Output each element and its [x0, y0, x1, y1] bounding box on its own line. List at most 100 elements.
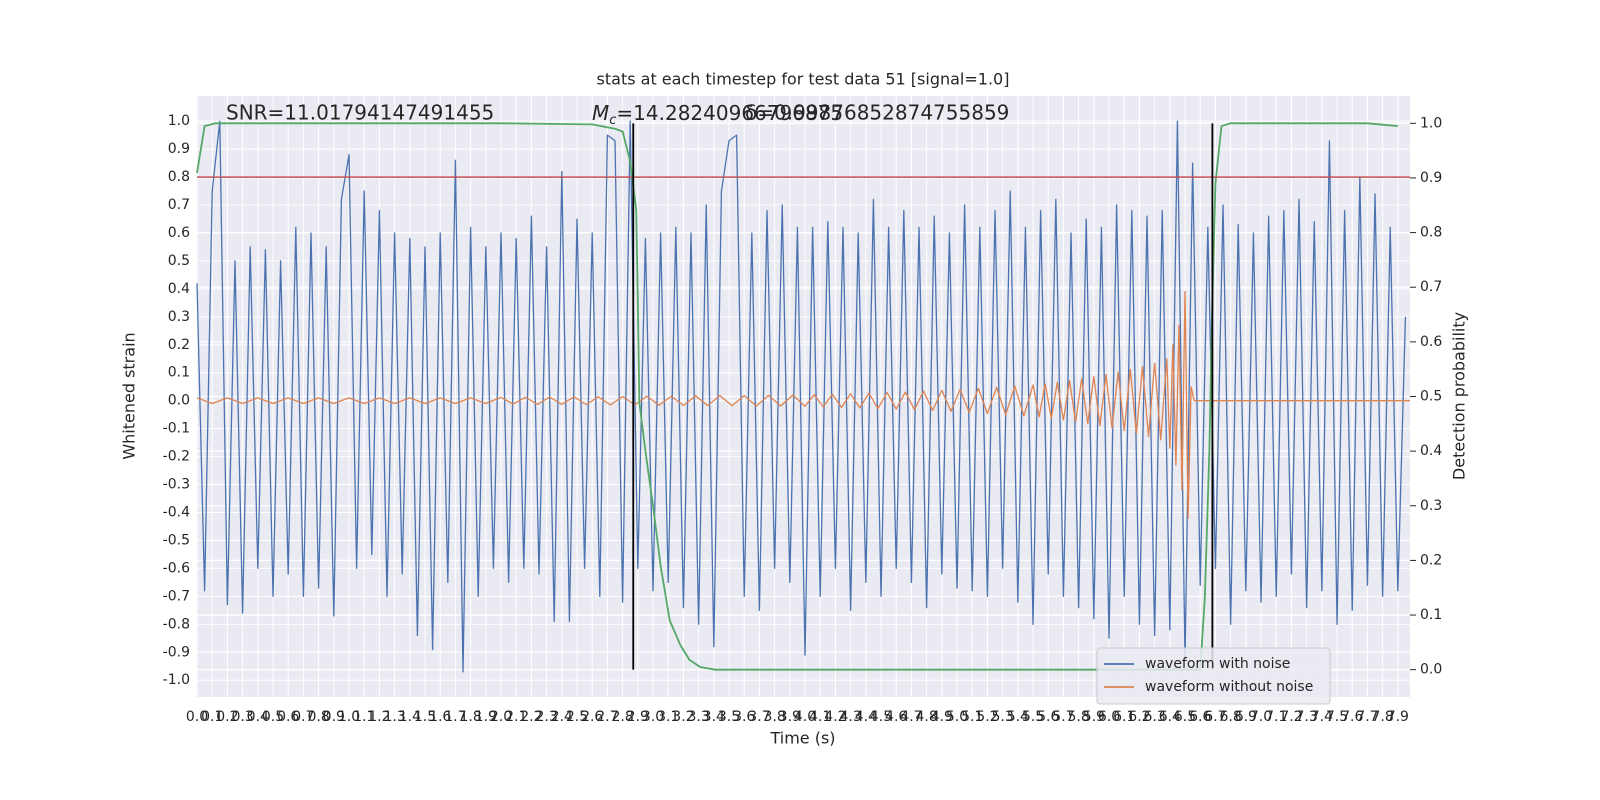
- legend-box: [1096, 647, 1331, 705]
- x-tick-label: 1.6: [429, 709, 451, 725]
- x-tick-label: 2.4: [551, 709, 573, 725]
- x-tick-label: 0.8: [307, 709, 329, 725]
- marks: [196, 120, 1410, 673]
- y-tick-label: 0.8: [168, 169, 190, 185]
- x-tick-label: 5.5: [1022, 709, 1044, 725]
- x-tick-label: 6.3: [1143, 709, 1165, 725]
- x-tick-label: 3.1: [657, 709, 679, 725]
- x-tick-label: 3.6: [733, 709, 755, 725]
- x-tick-label: 0.4: [247, 709, 269, 725]
- annotation: δ=0.99876852874755859: [745, 101, 1009, 125]
- x-tick-label: 4.7: [900, 709, 922, 725]
- x-tick-label: 0.5: [262, 709, 284, 725]
- x-tick-label: 7.7: [1356, 709, 1378, 725]
- y2-tick-label: 1.0: [1420, 115, 1442, 131]
- x-tick-label: 1.4: [399, 709, 421, 725]
- x-tick-label: 6.0: [1098, 709, 1120, 725]
- y2-tick-label: 0.1: [1420, 607, 1442, 623]
- annotation: Mc=14.28240966796875: [592, 101, 843, 128]
- x-tick-label: 3.7: [748, 709, 770, 725]
- x-tick-label: 1.5: [414, 709, 436, 725]
- y-tick-label: 0.2: [168, 337, 190, 353]
- x-tick-label: 7.6: [1341, 709, 1363, 725]
- x-tick-label: 1.1: [353, 709, 375, 725]
- annotation-text: =14.28240966796875: [616, 101, 843, 125]
- x-tick-label: 5.2: [976, 709, 998, 725]
- labels: 0.00.10.20.30.40.50.60.70.80.91.01.11.21…: [163, 113, 1443, 725]
- x-tick-label: 0.9: [323, 709, 345, 725]
- x-tick-label: 2.1: [505, 709, 527, 725]
- x-tick-label: 3.8: [763, 709, 785, 725]
- x-tick-label: 1.3: [383, 709, 405, 725]
- x-tick-label: 6.5: [1174, 709, 1196, 725]
- x-tick-label: 0.7: [292, 709, 314, 725]
- x-tick-label: 7.0: [1250, 709, 1272, 725]
- x-tick-label: 6.8: [1220, 709, 1242, 725]
- x-tick-label: 6.2: [1128, 709, 1150, 725]
- x-tick-label: 3.0: [642, 709, 664, 725]
- x-tick-label: 6.4: [1159, 709, 1181, 725]
- x-tick-label: 3.9: [779, 709, 801, 725]
- y2-tick-label: 0.9: [1420, 170, 1442, 186]
- x-tick-label: 2.6: [581, 709, 603, 725]
- x-tick-label: 0.3: [231, 709, 253, 725]
- x-tick-label: 4.0: [794, 709, 816, 725]
- y-tick-label: 0.5: [168, 253, 190, 269]
- y-tick-label: 1.0: [168, 113, 190, 129]
- x-tick-label: 5.7: [1052, 709, 1074, 725]
- x-tick-label: 2.0: [490, 709, 512, 725]
- x-tick-label: 3.5: [718, 709, 740, 725]
- y-tick-label: -0.8: [163, 616, 190, 632]
- series-line: [196, 120, 1407, 673]
- x-tick-label: 4.9: [931, 709, 953, 725]
- annotation: SNR=11.01794147491455: [226, 101, 494, 125]
- x-tick-label: 2.2: [520, 709, 542, 725]
- y-tick-label: 0.6: [168, 225, 190, 241]
- y-tick-label: -0.6: [163, 560, 190, 576]
- x-tick-label: 0.1: [201, 709, 223, 725]
- x-tick-label: 3.4: [703, 709, 725, 725]
- series-line: [196, 291, 1410, 519]
- x-tick-label: 7.9: [1387, 709, 1409, 725]
- x-tick-label: 5.1: [961, 709, 983, 725]
- y-tick-label: -1.0: [163, 672, 190, 688]
- x-axis-label: Time (s): [769, 729, 835, 748]
- x-tick-label: 7.8: [1372, 709, 1394, 725]
- y-tick-label: -0.5: [163, 532, 190, 548]
- y-tick-label: -0.9: [163, 644, 190, 660]
- x-tick-label: 4.8: [915, 709, 937, 725]
- x-tick-label: 7.1: [1265, 709, 1287, 725]
- y2-tick-label: 0.7: [1420, 279, 1442, 295]
- y2-tick-label: 0.4: [1420, 443, 1442, 459]
- annotation-subscript: c: [609, 113, 616, 128]
- x-tick-label: 4.3: [839, 709, 861, 725]
- x-tick-label: 1.8: [459, 709, 481, 725]
- y-tick-label: 0.7: [168, 197, 190, 213]
- x-tick-label: 5.9: [1083, 709, 1105, 725]
- x-tick-label: 1.7: [444, 709, 466, 725]
- x-tick-label: 4.1: [809, 709, 831, 725]
- x-tick-label: 4.5: [870, 709, 892, 725]
- x-tick-label: 6.9: [1235, 709, 1257, 725]
- x-tick-label: 7.3: [1296, 709, 1318, 725]
- legend-label: waveform without noise: [1145, 679, 1313, 695]
- x-tick-label: 3.2: [672, 709, 694, 725]
- y2-tick-label: 0.0: [1420, 662, 1442, 678]
- x-tick-label: 5.0: [946, 709, 968, 725]
- x-tick-label: 4.4: [855, 709, 877, 725]
- x-tick-label: 6.1: [1113, 709, 1135, 725]
- x-tick-label: 7.4: [1311, 709, 1333, 725]
- x-tick-label: 1.0: [338, 709, 360, 725]
- x-tick-label: 7.2: [1280, 709, 1302, 725]
- x-tick-label: 2.8: [611, 709, 633, 725]
- y-tick-label: -0.4: [163, 505, 190, 521]
- legend-label: waveform with noise: [1145, 656, 1290, 672]
- legend: waveform with noise waveform without nois…: [1096, 647, 1331, 705]
- y-tick-label: 0.9: [168, 141, 190, 157]
- y-tick-label: 0.3: [168, 309, 190, 325]
- x-tick-label: 5.8: [1067, 709, 1089, 725]
- y2-tick-label: 0.2: [1420, 552, 1442, 568]
- grid: [196, 96, 1410, 697]
- y2-tick-label: 0.8: [1420, 225, 1442, 241]
